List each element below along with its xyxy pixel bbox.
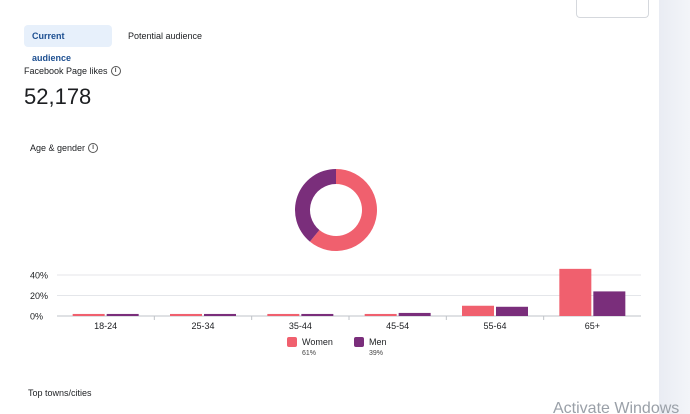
bar-women-65+[interactable] xyxy=(559,268,592,316)
y-tick-label: 0% xyxy=(30,312,43,322)
bar-men-65+[interactable] xyxy=(593,291,626,316)
age-gender-header: Age & gender i xyxy=(30,143,99,153)
legend-label-men: Men xyxy=(369,337,387,347)
windows-activation-watermark: Activate Windows xyxy=(553,400,680,414)
age-bar-chart: 40% 20% 0% 18-24 25-34 35-44 45-54 55-64 65+ xyxy=(30,268,641,331)
legend-pct-men: 39% xyxy=(369,350,384,357)
top-action-button[interactable] xyxy=(576,0,649,18)
age-gender-label: Age & gender xyxy=(30,143,86,153)
x-tick-label: 55-64 xyxy=(483,321,506,331)
gender-donut-chart xyxy=(295,169,377,251)
bar-women-25-34[interactable] xyxy=(170,313,202,316)
x-tick-label: 35-44 xyxy=(289,321,312,331)
x-tick-label: 18-24 xyxy=(94,321,117,331)
x-tick-label: 65+ xyxy=(585,321,600,331)
page-likes-header: Facebook Page likes i xyxy=(24,66,121,76)
donut-slice-women[interactable] xyxy=(309,169,377,251)
legend-pct-women: 61% xyxy=(302,350,317,357)
bar-women-45-54[interactable] xyxy=(364,313,397,316)
bar-women-18-24[interactable] xyxy=(72,313,105,316)
page-likes-label: Facebook Page likes xyxy=(24,66,108,76)
women-swatch xyxy=(287,337,297,347)
top-towns-header: Top towns/cities xyxy=(28,388,92,398)
page-background-strip xyxy=(659,0,690,414)
x-tick-label: 45-54 xyxy=(386,321,409,331)
bar-men-55-64[interactable] xyxy=(496,306,528,316)
y-tick-label: 40% xyxy=(30,271,48,281)
bar-men-25-34[interactable] xyxy=(204,313,236,316)
bar-men-45-54[interactable] xyxy=(398,312,431,316)
legend-item-men: Men 39% xyxy=(354,337,387,357)
x-tick-label: 25-34 xyxy=(191,321,214,331)
men-swatch xyxy=(354,337,364,347)
page-likes-count: 52,178 xyxy=(24,84,92,109)
tab-current-audience[interactable]: Current audience xyxy=(24,25,112,63)
top-towns-label: Top towns/cities xyxy=(28,388,92,398)
info-icon[interactable]: i xyxy=(88,143,99,153)
donut-slice-men[interactable] xyxy=(295,169,336,242)
bar-women-55-64[interactable] xyxy=(462,305,494,316)
y-tick-label: 20% xyxy=(30,291,48,301)
legend-label-women: Women xyxy=(302,337,333,347)
bar-men-35-44[interactable] xyxy=(301,313,334,316)
bar-women-35-44[interactable] xyxy=(267,313,300,316)
legend-item-women: Women 61% xyxy=(287,337,333,357)
bar-men-18-24[interactable] xyxy=(106,313,139,316)
tab-potential-audience[interactable]: Potential audience xyxy=(128,31,203,41)
audience-card: Current audience Potential audience Face… xyxy=(0,0,659,414)
info-icon[interactable]: i xyxy=(110,66,121,76)
